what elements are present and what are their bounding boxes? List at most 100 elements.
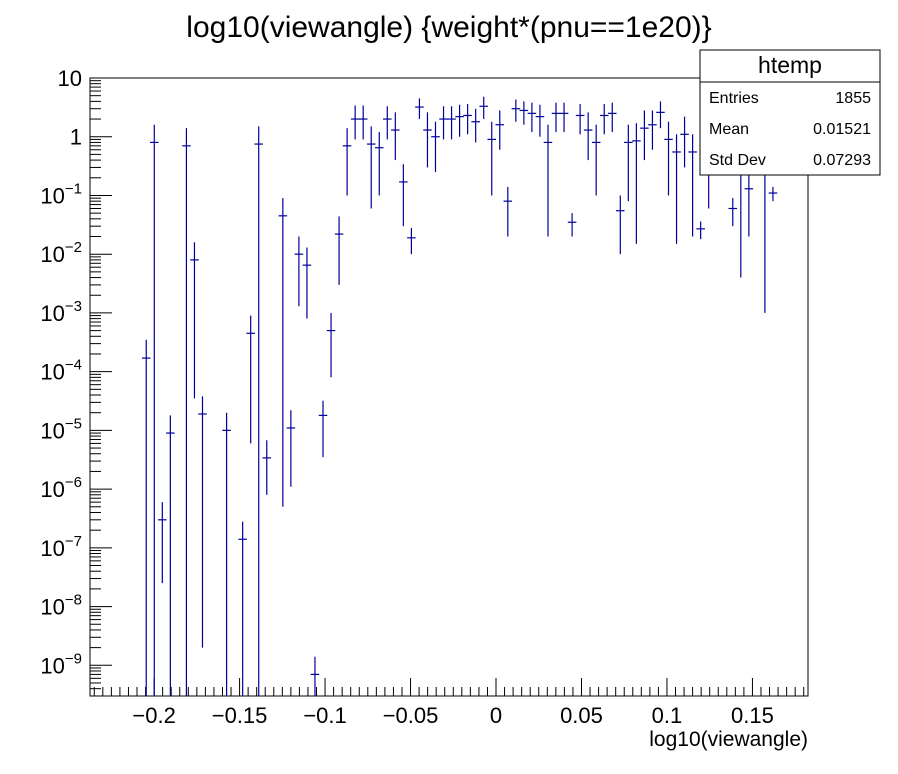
data-point xyxy=(278,198,288,507)
data-point xyxy=(182,128,191,696)
y-tick-exponent: −9 xyxy=(65,650,82,667)
data-point xyxy=(150,124,159,696)
y-tick-label: 10−8 xyxy=(40,592,82,620)
y-tick-base: 10 xyxy=(40,536,64,561)
data-point xyxy=(374,132,384,196)
data-point xyxy=(431,121,440,173)
x-axis-label: log10(viewangle) xyxy=(649,728,808,751)
stats-mean-value: 0.01521 xyxy=(813,121,871,138)
data-point xyxy=(583,112,593,161)
stats-box-frame xyxy=(699,49,881,176)
x-tick-label: 0 xyxy=(490,703,502,728)
data-point xyxy=(383,106,392,140)
data-point xyxy=(141,339,151,696)
stats-entries-label: Entries xyxy=(709,90,759,107)
data-point xyxy=(190,242,199,399)
data-point xyxy=(567,213,577,237)
y-tick-label: 10−1 xyxy=(40,180,82,208)
x-tick-label: 0.15 xyxy=(731,703,774,728)
data-point xyxy=(318,400,328,458)
data-point xyxy=(696,221,705,240)
data-point xyxy=(391,112,400,161)
y-tick-label: 10−3 xyxy=(40,298,82,326)
data-point xyxy=(559,102,569,133)
data-point xyxy=(495,110,505,150)
data-point xyxy=(519,101,529,125)
data-point xyxy=(310,656,320,696)
data-point xyxy=(591,124,601,196)
data-point xyxy=(656,101,665,129)
y-tick-label: 10 xyxy=(58,66,82,91)
data-point xyxy=(616,195,625,255)
data-point xyxy=(286,410,296,487)
y-tick-exponent: −5 xyxy=(65,415,82,432)
y-tick-exponent: −4 xyxy=(65,357,82,374)
data-point xyxy=(238,521,247,696)
data-point xyxy=(672,134,681,244)
data-point xyxy=(222,412,231,696)
y-tick-base: 10 xyxy=(40,418,64,443)
y-tick-base: 10 xyxy=(40,360,64,385)
stats-entries-value: 1855 xyxy=(835,90,871,107)
data-point xyxy=(688,134,697,237)
data-point xyxy=(632,123,641,244)
y-tick-label: 10−4 xyxy=(40,357,82,385)
data-points xyxy=(141,96,778,696)
y-tick-base: 10 xyxy=(40,653,64,678)
y-tick-exponent: −7 xyxy=(65,533,82,550)
stats-mean-label: Mean xyxy=(709,121,749,138)
y-tick-base: 10 xyxy=(40,242,64,267)
stats-stddev-label: Std Dev xyxy=(709,152,766,169)
y-tick-label: 10−2 xyxy=(40,239,82,267)
x-tick-label: −0.2 xyxy=(132,703,175,728)
x-tick-labels: −0.2 −0.15 −0.1 −0.05 0 0.05 0.1 0.15 xyxy=(132,703,773,728)
data-point xyxy=(487,121,497,196)
y-tick-exponent: −2 xyxy=(65,239,82,256)
data-point xyxy=(246,315,255,444)
data-point xyxy=(158,502,167,584)
plot-frame xyxy=(89,77,809,697)
stats-stddev-value: 0.07293 xyxy=(813,152,871,169)
data-point xyxy=(350,105,360,140)
y-tick-label: 1 xyxy=(70,125,82,150)
data-point xyxy=(463,104,472,135)
data-point xyxy=(527,102,537,133)
data-point xyxy=(599,104,609,135)
data-point xyxy=(535,104,545,137)
y-tick-label: 10−7 xyxy=(40,533,82,561)
data-point xyxy=(415,98,424,120)
data-point xyxy=(366,126,376,209)
y-tick-exponent: −8 xyxy=(65,592,82,609)
data-point xyxy=(399,164,408,227)
x-tick-label: 0.1 xyxy=(652,703,683,728)
data-point xyxy=(640,110,649,161)
data-point xyxy=(768,186,778,202)
data-point xyxy=(358,105,368,140)
y-tick-exponent: −6 xyxy=(65,474,82,491)
data-point xyxy=(648,110,657,150)
stats-box: htemp Entries 1855 Mean 0.01521 Std Dev … xyxy=(699,49,881,176)
y-tick-exponent: −1 xyxy=(65,180,82,197)
data-point xyxy=(326,312,336,378)
data-point xyxy=(680,116,689,168)
data-point xyxy=(479,96,488,120)
data-point xyxy=(198,396,207,648)
y-tick-base: 10 xyxy=(40,183,64,208)
y-tick-exponent: −3 xyxy=(65,298,82,315)
data-point xyxy=(294,236,304,307)
data-point xyxy=(624,124,633,202)
data-point xyxy=(262,440,272,495)
x-tick-label: 0.05 xyxy=(560,703,603,728)
data-point xyxy=(744,167,754,237)
data-point xyxy=(447,106,456,140)
data-point xyxy=(302,247,312,319)
axis-ticks xyxy=(90,77,805,697)
data-point xyxy=(166,415,175,696)
data-point xyxy=(471,108,480,143)
y-tick-base: 10 xyxy=(40,301,64,326)
data-point xyxy=(503,186,513,237)
data-point xyxy=(423,112,432,168)
y-tick-base: 10 xyxy=(40,595,64,620)
data-point xyxy=(455,104,464,137)
